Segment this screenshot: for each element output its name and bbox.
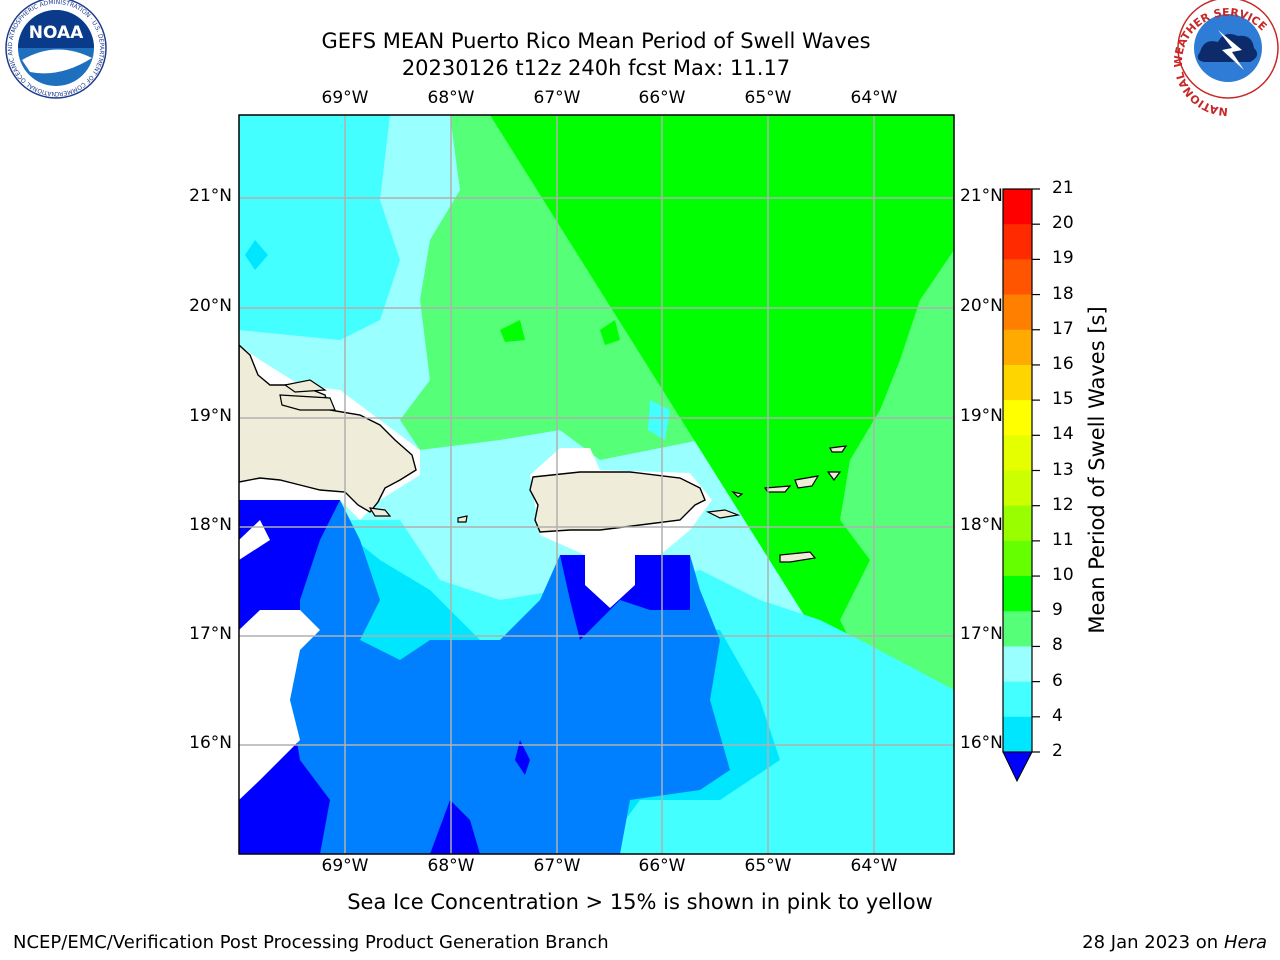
lat-label-right: 19°N xyxy=(960,406,1003,426)
chart-title: GEFS MEAN Puerto Rico Mean Period of Swe… xyxy=(321,29,871,53)
colorbar-tick-label: 10 xyxy=(1052,565,1074,586)
chart-subtitle: 20230126 t12z 240h fcst Max: 11.17 xyxy=(401,56,791,80)
no-data-southwest xyxy=(239,610,320,800)
footer-host: Hera xyxy=(1223,932,1267,953)
colorbar-tick-label: 13 xyxy=(1052,459,1074,480)
colorbar-segment xyxy=(1003,470,1032,507)
lon-label-bottom: 64°W xyxy=(850,856,898,876)
lon-label-top: 69°W xyxy=(321,88,369,108)
colorbar-segment xyxy=(1003,294,1032,331)
colorbar-segment xyxy=(1003,224,1032,260)
colorbar-segment xyxy=(1003,681,1032,718)
lat-label-left: 17°N xyxy=(189,624,232,644)
footer-credit: NCEP/EMC/Verification Post Processing Pr… xyxy=(13,932,609,953)
lon-label-top: 64°W xyxy=(850,88,898,108)
colorbar-tick-label: 20 xyxy=(1052,213,1074,234)
lon-label-top: 67°W xyxy=(533,88,581,108)
colorbar-frame xyxy=(1002,188,1033,753)
colorbar-tick-label: 15 xyxy=(1052,389,1074,410)
lon-label-bottom: 69°W xyxy=(321,856,369,876)
lon-label-bottom: 67°W xyxy=(533,856,581,876)
colorbar-segment xyxy=(1003,364,1032,401)
lon-label-top: 65°W xyxy=(744,88,792,108)
graticule xyxy=(239,115,954,854)
lat-label-right: 20°N xyxy=(960,296,1003,316)
colorbar-segment xyxy=(1003,329,1032,366)
colorbar-segment xyxy=(1003,611,1032,647)
colorbar-tick-label: 6 xyxy=(1052,670,1063,691)
colorbar-segment xyxy=(1003,646,1032,683)
colorbar-label: Mean Period of Swell Waves [s] xyxy=(1085,306,1109,634)
field-band-6-8-nw xyxy=(239,115,400,340)
lat-label-left: 21°N xyxy=(189,186,232,206)
swell-period-field xyxy=(239,115,954,854)
lat-label-left: 16°N xyxy=(189,733,232,753)
colorbar-segment xyxy=(1003,259,1032,296)
colorbar-tick-label: 14 xyxy=(1052,424,1074,445)
colorbar-tick-label: 17 xyxy=(1052,318,1074,339)
lon-label-bottom: 65°W xyxy=(744,856,792,876)
colorbar-tick-label: 4 xyxy=(1052,705,1063,726)
sea-ice-note: Sea Ice Concentration > 15% is shown in … xyxy=(0,890,1280,914)
colorbar-segment xyxy=(1003,576,1032,612)
noaa-logo: NOAA NATIONAL OCEANIC AND ATMOSPHERIC AD… xyxy=(0,0,107,99)
colorbar-tick-label: 11 xyxy=(1052,529,1074,550)
footer-date-text: 28 Jan 2023 on xyxy=(1082,932,1224,953)
nws-logo: NATIONAL WEATHER SERVICE xyxy=(1172,0,1279,118)
land-st-croix xyxy=(779,551,817,563)
colorbar-tick-label: 16 xyxy=(1052,353,1074,374)
colorbar xyxy=(1003,188,1040,753)
colorbar-tick-label: 21 xyxy=(1052,178,1074,198)
lat-label-right: 18°N xyxy=(960,515,1003,535)
lat-label-left: 19°N xyxy=(189,406,232,426)
colorbar-tick-label: 8 xyxy=(1052,635,1063,656)
colorbar-segment xyxy=(1003,435,1032,471)
lon-label-bottom: 68°W xyxy=(427,856,475,876)
colorbar-tick-label: 2 xyxy=(1052,741,1063,761)
colorbar-segment xyxy=(1003,400,1032,436)
lat-label-right: 17°N xyxy=(960,624,1003,644)
colorbar-segment xyxy=(1003,716,1032,753)
colorbar-tick-label: 12 xyxy=(1052,494,1074,515)
colorbar-tick-label: 18 xyxy=(1052,283,1074,304)
map-frame xyxy=(238,114,955,855)
colorbar-tick-label: 19 xyxy=(1052,248,1074,269)
footer-date: 28 Jan 2023 on Hera xyxy=(1082,932,1267,953)
lat-label-right: 21°N xyxy=(960,186,1003,206)
lon-label-top: 66°W xyxy=(638,88,686,108)
lon-label-bottom: 66°W xyxy=(638,856,686,876)
colorbar-extend-arrow xyxy=(1002,751,1033,783)
lat-label-left: 18°N xyxy=(189,515,232,535)
colorbar-segment xyxy=(1003,540,1032,577)
sea-ice-note-text: Sea Ice Concentration > 15% is shown in … xyxy=(347,890,933,914)
colorbar-tick-label: 9 xyxy=(1052,600,1063,621)
svg-text:NOAA: NOAA xyxy=(29,23,84,43)
colorbar-segment xyxy=(1003,505,1032,542)
lat-label-right: 16°N xyxy=(960,733,1003,753)
lat-label-left: 20°N xyxy=(189,296,232,316)
colorbar-segment xyxy=(1003,189,1032,225)
lon-label-top: 68°W xyxy=(427,88,475,108)
